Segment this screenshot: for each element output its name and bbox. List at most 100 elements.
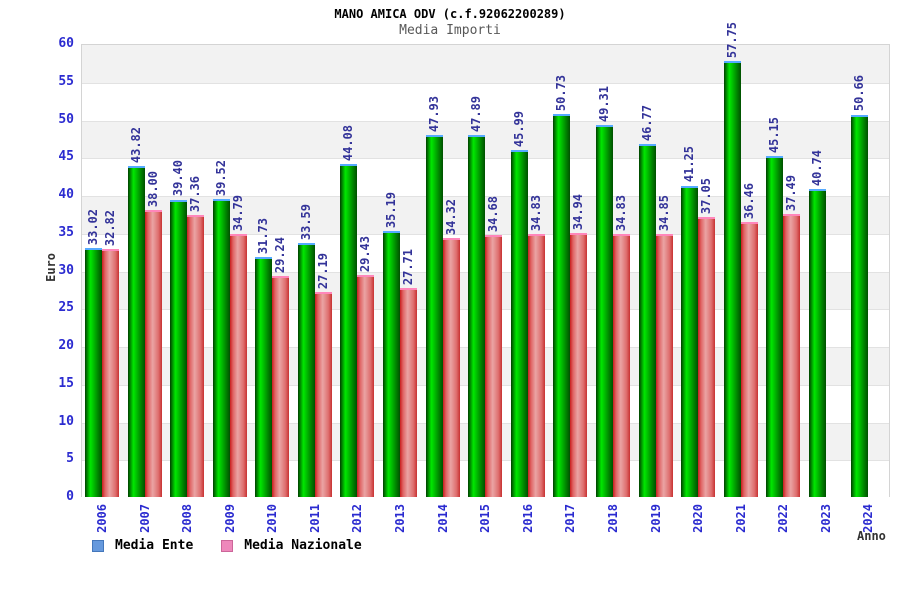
bar-value-label: 37.49 [784,174,799,211]
bar-media-nazionale [485,235,503,497]
bar-media-ente [297,243,315,497]
bar-media-ente [425,135,443,497]
bar-value-label: 36.46 [741,182,756,219]
bar-value-label: 45.99 [511,110,526,147]
y-tick-label: 20 [58,338,74,353]
bar-media-ente [808,189,826,497]
bar-value-label: 50.73 [554,74,569,111]
legend-swatch-media-nazionale [221,539,234,552]
bar-value-label: 46.77 [639,104,654,141]
x-tick-label: 2022 [776,504,791,533]
bar-media-nazionale [272,276,290,497]
bar-media-nazionale [527,234,545,497]
y-tick-label: 5 [66,451,74,467]
y-tick-label: 60 [58,36,74,51]
x-tick-label: 2012 [350,504,365,533]
bar-value-label: 41.25 [682,146,697,183]
bar-media-nazionale [740,221,758,497]
legend-label-media-ente: Media Ente [115,538,194,553]
bar-media-ente [127,166,145,497]
y-tick-label: 50 [58,111,74,127]
bar-media-nazionale [144,210,162,497]
x-tick-label: 2018 [605,504,620,533]
bar-media-ente [638,143,656,497]
bar-media-nazionale [655,233,673,497]
y-tick-label: 45 [58,149,74,165]
bar-media-ente [468,135,486,497]
bar-value-label: 43.82 [128,127,143,164]
bar-media-ente [170,199,188,497]
bar-value-label: 34.85 [656,194,671,231]
bar-value-label: 37.36 [188,175,203,212]
bar-media-ente [553,113,571,497]
x-tick-label: 2016 [520,504,535,533]
x-tick-label: 2007 [137,504,152,533]
y-tick-label: 0 [66,489,74,504]
bar-media-ente [851,114,869,497]
y-tick-label: 15 [58,375,74,391]
bar-value-label: 47.89 [469,96,484,133]
legend-label-media-nazionale: Media Nazionale [244,538,362,553]
legend-swatch-media-ente [92,539,104,552]
bar-media-nazionale [187,214,205,497]
bar-value-label: 44.08 [341,125,356,162]
x-tick-label: 2023 [818,504,833,533]
bar-value-label: 34.79 [230,195,245,232]
bar-media-nazionale [102,249,119,497]
y-tick-label: 30 [58,262,74,278]
bar-media-nazionale [400,287,418,497]
bar-media-ente [510,149,528,497]
bar-value-label: 38.00 [145,170,160,208]
y-tick-label: 55 [58,73,74,89]
plot-band [82,158,889,196]
x-tick-label: 2015 [478,504,493,533]
bar-value-label: 39.40 [171,160,186,197]
bar-value-label: 33.59 [298,204,313,241]
plot-band [82,45,889,83]
y-tick-label: 35 [58,224,74,240]
chart-subtitle: Media Importi [399,23,501,38]
x-axis-title: Anno [857,529,886,543]
x-tick-label: 2014 [435,504,450,533]
x-tick-label: 2009 [222,504,237,533]
x-tick-label: 2020 [691,504,706,533]
chart-title: MANO AMICA ODV (c.f.92062200289) [334,7,566,21]
x-tick-label: 2021 [733,504,748,533]
plot-band [82,120,889,159]
bar-value-label: 50.66 [852,75,867,112]
bar-media-nazionale [698,217,716,497]
bar-media-nazionale [229,234,247,497]
bar-media-ente [681,185,699,497]
bar-value-label: 34.68 [486,196,501,233]
bar-value-label: 37.05 [699,178,714,215]
bar-media-nazionale [314,291,332,497]
bar-media-ente [340,164,358,497]
bar-value-label: 47.93 [426,96,441,133]
bar-value-label: 34.32 [443,198,458,235]
bar-media-ente [766,156,784,497]
bar-value-label: 27.71 [401,248,416,285]
y-tick-label: 10 [58,413,74,429]
x-tick-label: 2010 [265,504,280,533]
bar-media-ente [255,257,273,497]
x-tick-label: 2024 [861,504,876,533]
bar-value-label: 29.24 [273,237,288,274]
bar-value-label: 39.52 [213,159,228,196]
bar-media-ente [212,198,230,497]
x-tick-label: 2013 [393,504,408,533]
bar-media-nazionale [612,234,630,497]
bar-media-ente [383,231,401,497]
legend: Media Ente Media Nazionale [92,538,390,553]
bar-media-ente [723,60,741,497]
x-tick-label: 2019 [648,504,663,533]
bar-value-label: 34.94 [571,194,586,231]
bar-value-label: 33.02 [86,208,100,245]
bar-value-label: 27.19 [315,252,330,289]
bar-value-label: 40.74 [809,150,824,187]
bar-media-nazionale [357,274,375,497]
bar-media-ente [85,247,102,497]
bar-value-label: 35.19 [384,192,399,229]
y-tick-label: 40 [58,187,74,202]
bar-value-label: 57.75 [724,21,739,58]
